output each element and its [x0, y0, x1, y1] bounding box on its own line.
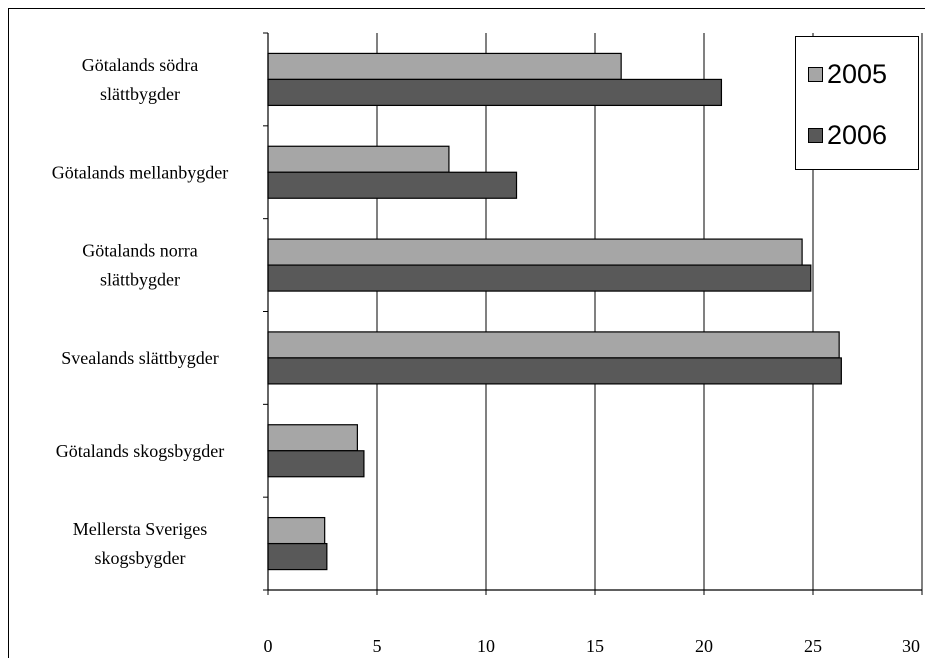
- category-label-line: Götalands skogsbygder: [56, 441, 224, 461]
- grid-lines: [376, 33, 923, 590]
- category-label-line: Svealands slättbygder: [61, 348, 218, 368]
- bar-2006-2: [267, 264, 812, 292]
- category-label-5: Mellersta Sveriges skogsbygder: [73, 519, 207, 568]
- category-label-line: Götalands mellanbygder: [52, 162, 228, 182]
- x-tick-label-25: 25: [804, 636, 822, 656]
- legend-label-2006: 2006: [827, 119, 888, 150]
- category-label-line: Götalands södra: [82, 55, 198, 75]
- bar-2006-0: [267, 78, 723, 107]
- legend-swatch-2005: [808, 66, 823, 82]
- bars: [267, 52, 842, 571]
- x-tick-label-0: 0: [264, 636, 273, 656]
- bar-2006-4: [267, 450, 365, 478]
- axes: [263, 32, 923, 595]
- category-label-line: skogsbygder: [95, 548, 186, 568]
- category-label-2: Götalands norra slättbygder: [82, 241, 197, 290]
- category-labels: Götalands södra slättbygder Götalands mell…: [52, 55, 228, 568]
- bar-2005-2: [267, 238, 803, 266]
- legend-item-2006: 2006: [808, 120, 887, 150]
- bar-2005-1: [267, 145, 450, 173]
- x-tick-label-30: 30: [902, 636, 920, 656]
- x-tick-label-20: 20: [695, 636, 713, 656]
- bar-2005-4: [267, 424, 358, 452]
- x-tick-label-15: 15: [586, 636, 604, 656]
- x-tick-labels: 0 5 10 15 20 25 30: [264, 636, 921, 656]
- bar-2006-3: [267, 357, 842, 385]
- bar-2005-3: [267, 331, 840, 359]
- legend: 2005 2006: [795, 36, 919, 170]
- category-label-line: slättbygder: [100, 270, 180, 290]
- category-label-3: Svealands slättbygder: [61, 348, 218, 368]
- legend-swatch-2006: [808, 127, 823, 143]
- bar-2005-5: [267, 516, 326, 545]
- legend-item-2005: 2005: [808, 59, 887, 89]
- bar-2006-5: [267, 542, 328, 571]
- category-label-line: Mellersta Sveriges: [73, 519, 207, 539]
- bar-2005-0: [267, 52, 622, 81]
- category-label-4: Götalands skogsbygder: [56, 441, 224, 461]
- category-label-line: Götalands norra: [82, 241, 197, 261]
- x-tick-label-10: 10: [477, 636, 495, 656]
- bar-2006-1: [267, 171, 518, 199]
- category-label-line: slättbygder: [100, 84, 180, 104]
- category-label-0: Götalands södra slättbygder: [82, 55, 198, 104]
- x-tick-label-5: 5: [373, 636, 382, 656]
- category-label-1: Götalands mellanbygder: [52, 162, 228, 182]
- legend-label-2005: 2005: [827, 58, 888, 89]
